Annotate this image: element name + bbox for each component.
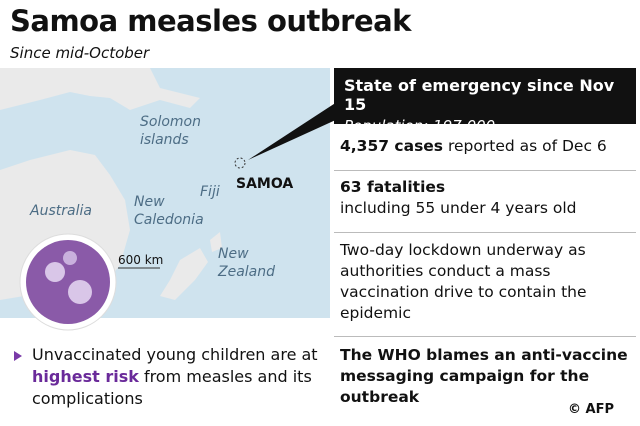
map-label: SAMOA — [236, 176, 293, 192]
map-label: Solomon — [140, 114, 201, 130]
map-label: New — [134, 194, 165, 210]
title: Samoa measles outbreak — [10, 4, 411, 38]
virus-icon — [68, 280, 92, 304]
note-highlight: highest risk — [32, 367, 139, 386]
virus-icon — [63, 251, 77, 265]
fact: 4,357 cases reported as of Dec 6 — [340, 136, 635, 157]
callout-title: State of emergency since Nov 15 — [344, 76, 615, 114]
fact: Two-day lockdown underway as authorities… — [340, 240, 610, 324]
credit: © AFP — [568, 402, 614, 417]
fact-text: including 55 under 4 years old — [340, 199, 577, 217]
land — [0, 68, 200, 110]
virus-icon — [45, 262, 65, 282]
scale-label: 600 km — [118, 253, 163, 267]
land — [160, 248, 208, 300]
fact-bold: The WHO blames an anti-vaccine messaging… — [340, 346, 628, 406]
fact-text: reported as of Dec 6 — [443, 137, 607, 155]
divider — [334, 232, 636, 233]
fact-bold: 4,357 cases — [340, 137, 444, 155]
bullet — [14, 351, 22, 361]
samoa-marker — [234, 157, 246, 169]
callout-pointer — [248, 100, 340, 160]
map-label: New — [218, 246, 249, 262]
map-label: Fiji — [200, 184, 220, 200]
virus-icon — [26, 240, 110, 324]
map-label: Australia — [29, 203, 92, 219]
land — [210, 232, 222, 252]
subtitle: Since mid-October — [10, 44, 150, 62]
note: Unvaccinated young children are at highe… — [32, 344, 322, 410]
map-label: Zealand — [217, 264, 275, 280]
divider — [334, 336, 636, 337]
note-text: Unvaccinated young children are at — [32, 345, 318, 364]
note-text: from measles and its complications — [32, 367, 312, 408]
fact: 63 fatalities including 55 under 4 years … — [340, 177, 635, 219]
divider — [334, 170, 636, 171]
map-label: islands — [140, 132, 189, 148]
callout: State of emergency since Nov 15 Populati… — [334, 68, 636, 135]
callout-population: Population: 197,000 — [344, 117, 496, 135]
fact-bold: 63 fatalities — [340, 178, 446, 196]
fact: The WHO blames an anti-vaccine messaging… — [340, 345, 635, 408]
map-label: Caledonia — [134, 212, 204, 228]
fact-text: Two-day lockdown underway as authorities… — [340, 241, 587, 322]
